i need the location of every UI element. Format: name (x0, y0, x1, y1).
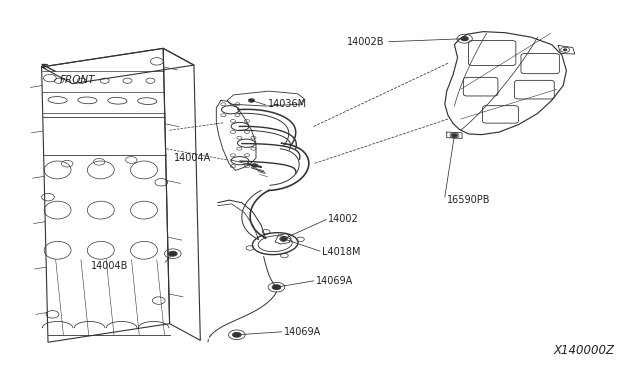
Circle shape (234, 333, 240, 337)
Circle shape (563, 49, 567, 51)
Circle shape (451, 134, 458, 137)
Text: L4018M: L4018M (322, 247, 360, 257)
Text: 14036M: 14036M (268, 99, 307, 109)
Text: 14002B: 14002B (346, 37, 384, 46)
Circle shape (272, 285, 281, 290)
Circle shape (461, 37, 468, 41)
Circle shape (252, 164, 258, 167)
Circle shape (461, 36, 468, 41)
Text: 14069A: 14069A (284, 327, 321, 337)
Text: 14004B: 14004B (91, 261, 128, 271)
Text: 14069A: 14069A (316, 276, 353, 286)
Circle shape (170, 252, 176, 256)
Text: 14002: 14002 (328, 214, 358, 224)
Circle shape (273, 285, 280, 289)
Circle shape (280, 237, 287, 241)
Text: 16590PB: 16590PB (447, 195, 490, 205)
Circle shape (248, 99, 255, 102)
Circle shape (168, 251, 177, 256)
Circle shape (281, 238, 286, 241)
Circle shape (232, 332, 241, 337)
Text: FRONT: FRONT (60, 75, 95, 85)
Text: 14004A: 14004A (174, 153, 211, 163)
Text: X140000Z: X140000Z (554, 344, 614, 357)
